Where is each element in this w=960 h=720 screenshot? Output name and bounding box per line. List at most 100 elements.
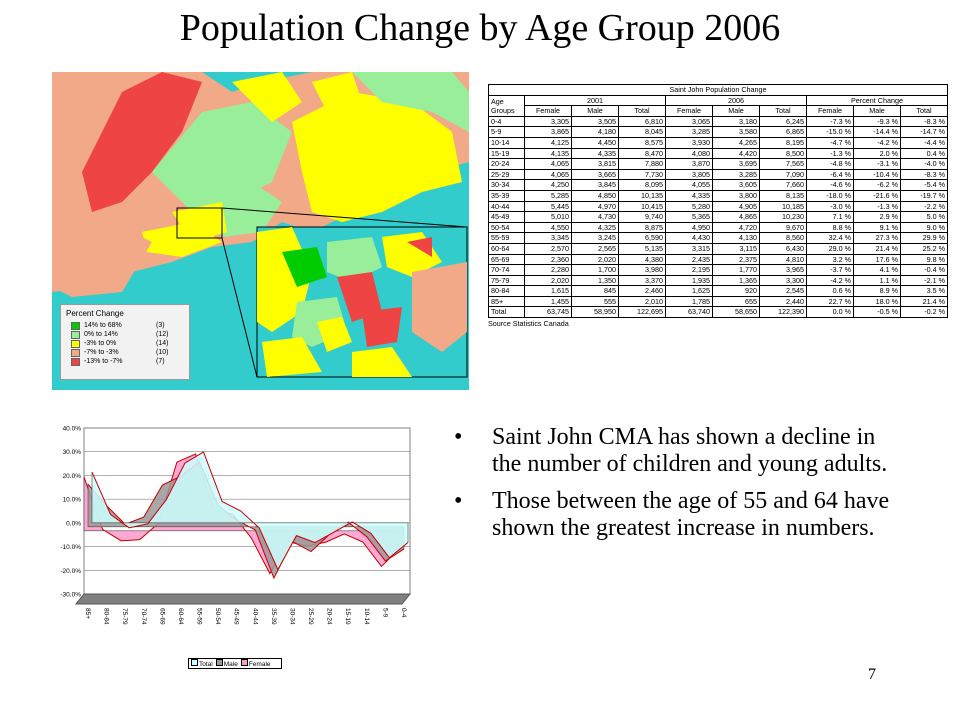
sub-header: Male: [853, 105, 901, 117]
value-cell: 3,305: [524, 115, 572, 128]
map-legend-row: 0% to 14% (12): [71, 330, 189, 339]
value-cell: 7.1 %: [806, 211, 854, 223]
sub-header: Female: [524, 105, 572, 117]
value-cell: 10,185: [759, 200, 807, 213]
table-row: 85+ 1,455 555 2,010 1,785 655 2,440 22.7 % 18.0 …: [488, 295, 948, 308]
legend-count: (3): [156, 322, 165, 329]
value-cell: -3.1 %: [853, 158, 901, 170]
table-row: 0-4 3,305 3,505 6,810 3,065 3,180 6,245 -7.3 % -…: [488, 115, 948, 128]
value-cell: 3.2 %: [806, 253, 854, 266]
value-cell: 7,730: [618, 168, 666, 181]
value-cell: 6,810: [618, 115, 666, 128]
value-cell: 655: [712, 295, 760, 308]
value-cell: -0.2 %: [900, 306, 948, 319]
value-cell: 7,090: [759, 168, 807, 181]
x-tick-label: 45-49: [233, 608, 240, 625]
y-tick-label: -10.0%: [60, 544, 81, 551]
map-legend-row: -7% to -3% (10): [71, 348, 189, 357]
value-cell: 2.0 %: [853, 147, 901, 160]
value-cell: 8,135: [759, 189, 807, 202]
value-cell: -7.3 %: [806, 115, 854, 128]
legend-count: (10): [156, 349, 169, 356]
x-tick-label: 80-84: [103, 608, 110, 625]
x-tick-label: 20-24: [326, 608, 333, 625]
map-legend: Percent Change 14% to 68% (3) 0% to 14% …: [60, 304, 190, 380]
value-cell: 3,870: [665, 158, 713, 170]
value-cell: -8.3 %: [900, 168, 948, 181]
sub-header: Total: [618, 105, 666, 117]
value-cell: 3,180: [712, 115, 760, 128]
table-row: 40-44 5,445 4,970 10,415 5,280 4,905 10,185 -3.…: [488, 200, 948, 213]
y-tick-label: -30.0%: [60, 592, 81, 599]
value-cell: 4,325: [571, 221, 619, 234]
chart-floor: [74, 593, 412, 605]
value-cell: 4,335: [665, 189, 713, 202]
value-cell: 4,065: [524, 158, 572, 170]
x-tick-label: 50-54: [214, 608, 221, 625]
value-cell: 1,365: [712, 274, 760, 287]
age-group-cell: 45-49: [488, 211, 525, 223]
age-group-cell: 40-44: [488, 200, 525, 213]
value-cell: -14.4 %: [853, 126, 901, 138]
value-cell: 3,865: [524, 126, 572, 138]
x-tick-label: 35-39: [270, 608, 277, 625]
value-cell: 2,010: [618, 295, 666, 308]
value-cell: 1.1 %: [853, 274, 901, 287]
value-cell: -4.8 %: [806, 158, 854, 170]
map-legend-row: 14% to 68% (3): [71, 321, 189, 330]
legend-item: Total: [191, 659, 213, 668]
series-line-male: [87, 461, 405, 580]
value-cell: 1,615: [524, 285, 572, 297]
value-cell: -0.5 %: [853, 306, 901, 319]
value-cell: -5.4 %: [900, 179, 948, 191]
value-cell: 4,950: [665, 221, 713, 234]
value-cell: 3,845: [571, 179, 619, 191]
table-row: 35-39 5,285 4,850 10,135 4,335 3,800 8,135 -18.…: [488, 189, 948, 202]
x-tick-label: 10-14: [363, 608, 370, 625]
group-header: Percent Change: [806, 94, 948, 107]
value-cell: 3,930: [665, 136, 713, 149]
bullet-text: Those between the age of 55 and 64 have …: [492, 488, 890, 541]
value-cell: 3,805: [665, 168, 713, 181]
value-cell: 3,300: [759, 274, 807, 287]
value-cell: -1.3 %: [806, 147, 854, 160]
value-cell: 4,250: [524, 179, 572, 191]
value-cell: 3,965: [759, 264, 807, 276]
x-tick-label: 15-19: [344, 608, 351, 625]
value-cell: 1,770: [712, 264, 760, 276]
value-cell: -4.2 %: [853, 136, 901, 149]
population-table-panel: Saint John Population Change Age Groups …: [488, 84, 948, 328]
value-cell: 2.9 %: [853, 211, 901, 223]
value-cell: 4,430: [665, 232, 713, 244]
value-cell: 22.7 %: [806, 295, 854, 308]
value-cell: 2,545: [759, 285, 807, 297]
value-cell: -19.7 %: [900, 189, 948, 202]
x-tick-label: 30-34: [288, 608, 295, 625]
legend-text: Male: [223, 661, 238, 668]
value-cell: 2,440: [759, 295, 807, 308]
age-group-cell: Total: [488, 306, 525, 319]
value-cell: -4.4 %: [900, 136, 948, 149]
value-cell: 4,550: [524, 221, 572, 234]
y-tick-label: 20.0%: [63, 473, 82, 480]
table-row: 30-34 4,250 3,845 8,095 4,055 3,605 7,660 -4.6 …: [488, 179, 948, 191]
legend-swatch: [71, 339, 80, 348]
value-cell: 4,335: [571, 147, 619, 160]
value-cell: 2,435: [665, 253, 713, 266]
table-title: Saint John Population Change: [488, 84, 948, 96]
value-cell: 0.0 %: [806, 306, 854, 319]
value-cell: 8,875: [618, 221, 666, 234]
bullet-item: • Those between the age of 55 and 64 hav…: [454, 488, 894, 542]
legend-swatch: [71, 357, 80, 366]
value-cell: -2.1 %: [900, 274, 948, 287]
legend-label: 0% to 14%: [84, 331, 118, 338]
value-cell: 5,135: [618, 242, 666, 255]
bullet-marker: •: [454, 424, 463, 450]
table-row: 65-69 2,360 2,020 4,380 2,435 2,375 4,810 3.2 %…: [488, 253, 948, 266]
y-tick-label: 30.0%: [63, 449, 82, 456]
value-cell: 8,470: [618, 147, 666, 160]
legend-swatch: [71, 348, 80, 357]
population-table: Saint John Population Change Age Groups …: [488, 84, 948, 319]
age-group-cell: 25-29: [488, 168, 525, 181]
y-tick-label: 40.0%: [63, 426, 82, 433]
